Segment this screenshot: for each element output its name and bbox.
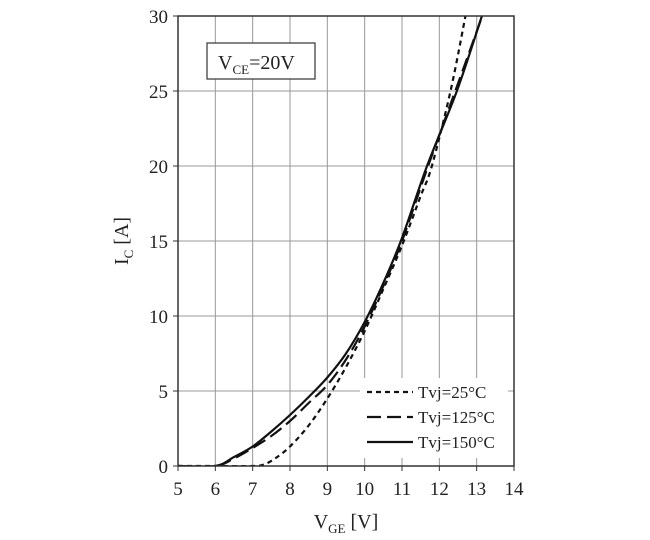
x-tick-label: 11 (393, 479, 411, 500)
legend-label: Tvj=150°C (418, 433, 495, 452)
x-tick-label: 13 (467, 479, 486, 500)
y-tick-label: 25 (149, 82, 168, 103)
x-tick-label: 6 (211, 479, 221, 500)
y-tick-label: 20 (149, 157, 168, 178)
legend: Tvj=25°C Tvj=125°C Tvj=150°C (360, 378, 508, 458)
x-tick-label: 14 (505, 479, 525, 500)
x-tick-label: 10 (355, 479, 374, 500)
annotation-box: VCE=20V (206, 42, 316, 80)
y-tick-label: 5 (159, 382, 169, 403)
x-tick-label: 5 (173, 479, 183, 500)
series-line-solid (178, 16, 483, 466)
x-tick-label: 9 (323, 479, 333, 500)
annotation-sub: CE (232, 62, 249, 77)
x-tick-label: 12 (430, 479, 449, 500)
x-label-main: V (314, 511, 329, 533)
legend-label: Tvj=25°C (418, 383, 486, 402)
y-label-main: I (111, 258, 133, 265)
x-tick-label: 8 (285, 479, 295, 500)
annotation-rest: =20V (249, 52, 295, 74)
y-label-sub: C (121, 250, 136, 259)
y-tick-label: 10 (149, 307, 168, 328)
x-label-sub: GE (328, 521, 345, 536)
legend-background (360, 378, 508, 458)
y-label-rest: [A] (111, 217, 133, 250)
series-line-dashed (178, 16, 484, 466)
plot-frame (177, 15, 515, 467)
y-axis-label: IC [A] (111, 217, 136, 265)
legend-label: Tvj=125°C (418, 408, 495, 427)
y-tick-label: 0 (159, 457, 169, 478)
annotation-main: V (218, 52, 233, 74)
x-label-rest: [V] (346, 511, 379, 533)
x-tick-label: 7 (248, 479, 258, 500)
x-axis-label: VGE [V] (314, 511, 379, 536)
y-tick-label: 30 (149, 7, 168, 28)
svg-text:VCE=20V: VCE=20V (218, 52, 295, 77)
y-tick-label: 15 (149, 232, 168, 253)
